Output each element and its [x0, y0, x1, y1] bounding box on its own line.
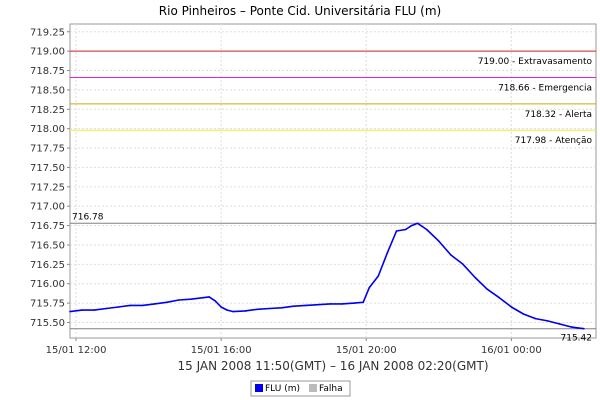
data-point: [546, 320, 549, 322]
data-point: [244, 310, 247, 312]
legend: FLU (m) Falha: [250, 380, 351, 397]
data-point: [558, 323, 561, 325]
data-point: [153, 303, 156, 305]
threshold-lines: 719.00 - Extravasamento 718.66 - Emergenc…: [70, 50, 596, 344]
legend-swatch-flu: [255, 384, 263, 392]
data-point: [571, 326, 573, 328]
data-point: [232, 310, 234, 313]
grid: [70, 24, 596, 338]
data-point: [214, 300, 216, 302]
data-point: [474, 276, 476, 279]
legend-swatch-falha: [309, 384, 317, 392]
legend-label-flu: FLU (m): [265, 384, 300, 394]
data-point: [165, 301, 168, 304]
data-point: [305, 304, 307, 307]
data-point: [498, 296, 501, 299]
x-axis: 15/01 12:00 15/01 16:00 15/01 20:00 16/01 0…: [46, 338, 542, 356]
y-tick-label: 718.25: [30, 105, 65, 116]
data-point: [386, 251, 389, 254]
data-point: [395, 230, 398, 232]
data-point: [208, 296, 210, 298]
series-layer: [69, 222, 585, 330]
y-axis: 715.50 715.75 716.00 716.25 716.50 716.75 717.…: [30, 27, 70, 329]
data-point: [534, 317, 537, 320]
threshold-label: 718.32 - Alerta: [525, 110, 592, 120]
y-tick-label: 716.50: [30, 240, 65, 251]
data-point: [425, 228, 428, 231]
data-point: [292, 305, 295, 308]
data-point: [450, 254, 452, 256]
min-value-label: 715.42: [561, 334, 593, 344]
y-tick-label: 715.50: [30, 318, 65, 329]
data-point: [438, 240, 440, 242]
chart-title: Rio Pinheiros – Ponte Cid. Universitária…: [159, 4, 441, 18]
data-point: [522, 313, 525, 315]
plot-background: [69, 23, 597, 339]
data-point: [280, 307, 283, 309]
data-point: [377, 275, 380, 277]
data-point: [416, 222, 419, 225]
data-point: [404, 228, 407, 231]
threshold-label: 719.00 - Extravasamento: [478, 57, 593, 67]
data-point: [226, 309, 228, 311]
x-tick-label: 15/01 20:00: [336, 345, 397, 356]
y-tick-label: 719.00: [30, 47, 65, 58]
data-point: [268, 307, 271, 310]
data-point: [462, 263, 464, 266]
threshold-label: 717.98 - Atenção: [515, 136, 593, 146]
y-tick-label: 717.25: [30, 182, 65, 193]
y-tick-label: 717.50: [30, 163, 65, 174]
y-tick-label: 718.75: [30, 66, 65, 77]
threshold-label: 718.66 - Emergencia: [498, 83, 592, 93]
x-tick-label: 15/01 12:00: [46, 345, 107, 356]
data-point: [577, 327, 579, 329]
data-point: [410, 224, 413, 227]
data-point: [81, 309, 83, 311]
y-tick-label: 716.25: [30, 260, 65, 271]
data-point: [341, 303, 343, 305]
data-point: [368, 286, 371, 289]
legend-box: [250, 380, 351, 397]
data-point: [220, 306, 222, 308]
y-tick-label: 717.75: [30, 144, 65, 155]
x-tick-label: 16/01 00:00: [481, 345, 542, 356]
y-tick-label: 716.00: [30, 279, 65, 290]
data-point: [117, 306, 120, 308]
y-tick-label: 718.50: [30, 85, 65, 96]
y-tick-label: 715.75: [30, 299, 65, 310]
data-point: [510, 306, 513, 308]
x-tick-label: 15/01 16:00: [191, 345, 252, 356]
x-axis-label: 15 JAN 2008 11:50(GMT) – 16 JAN 2008 02:…: [177, 359, 488, 373]
data-point: [362, 301, 365, 304]
legend-label-falha: Falha: [319, 384, 343, 394]
plot-area: 719.00 - Extravasamento 718.66 - Emergenc…: [69, 23, 597, 344]
data-point: [202, 296, 204, 299]
data-point: [178, 299, 180, 301]
data-point: [129, 304, 132, 307]
y-tick-label: 717.00: [30, 202, 65, 213]
data-point: [583, 327, 585, 330]
data-point: [105, 307, 108, 310]
data-point: [353, 302, 356, 304]
data-point: [93, 309, 95, 311]
y-tick-label: 716.75: [30, 221, 65, 232]
data-point: [69, 310, 71, 313]
data-point: [317, 303, 319, 306]
data-point: [190, 298, 192, 301]
y-tick-label: 718.00: [30, 124, 65, 135]
data-point: [329, 303, 331, 305]
data-point: [141, 304, 144, 307]
series-line: [69, 222, 585, 330]
max-value-label: 716.78: [72, 212, 104, 222]
y-tick-label: 719.25: [30, 27, 65, 38]
data-point: [256, 308, 259, 311]
data-point: [486, 288, 489, 291]
